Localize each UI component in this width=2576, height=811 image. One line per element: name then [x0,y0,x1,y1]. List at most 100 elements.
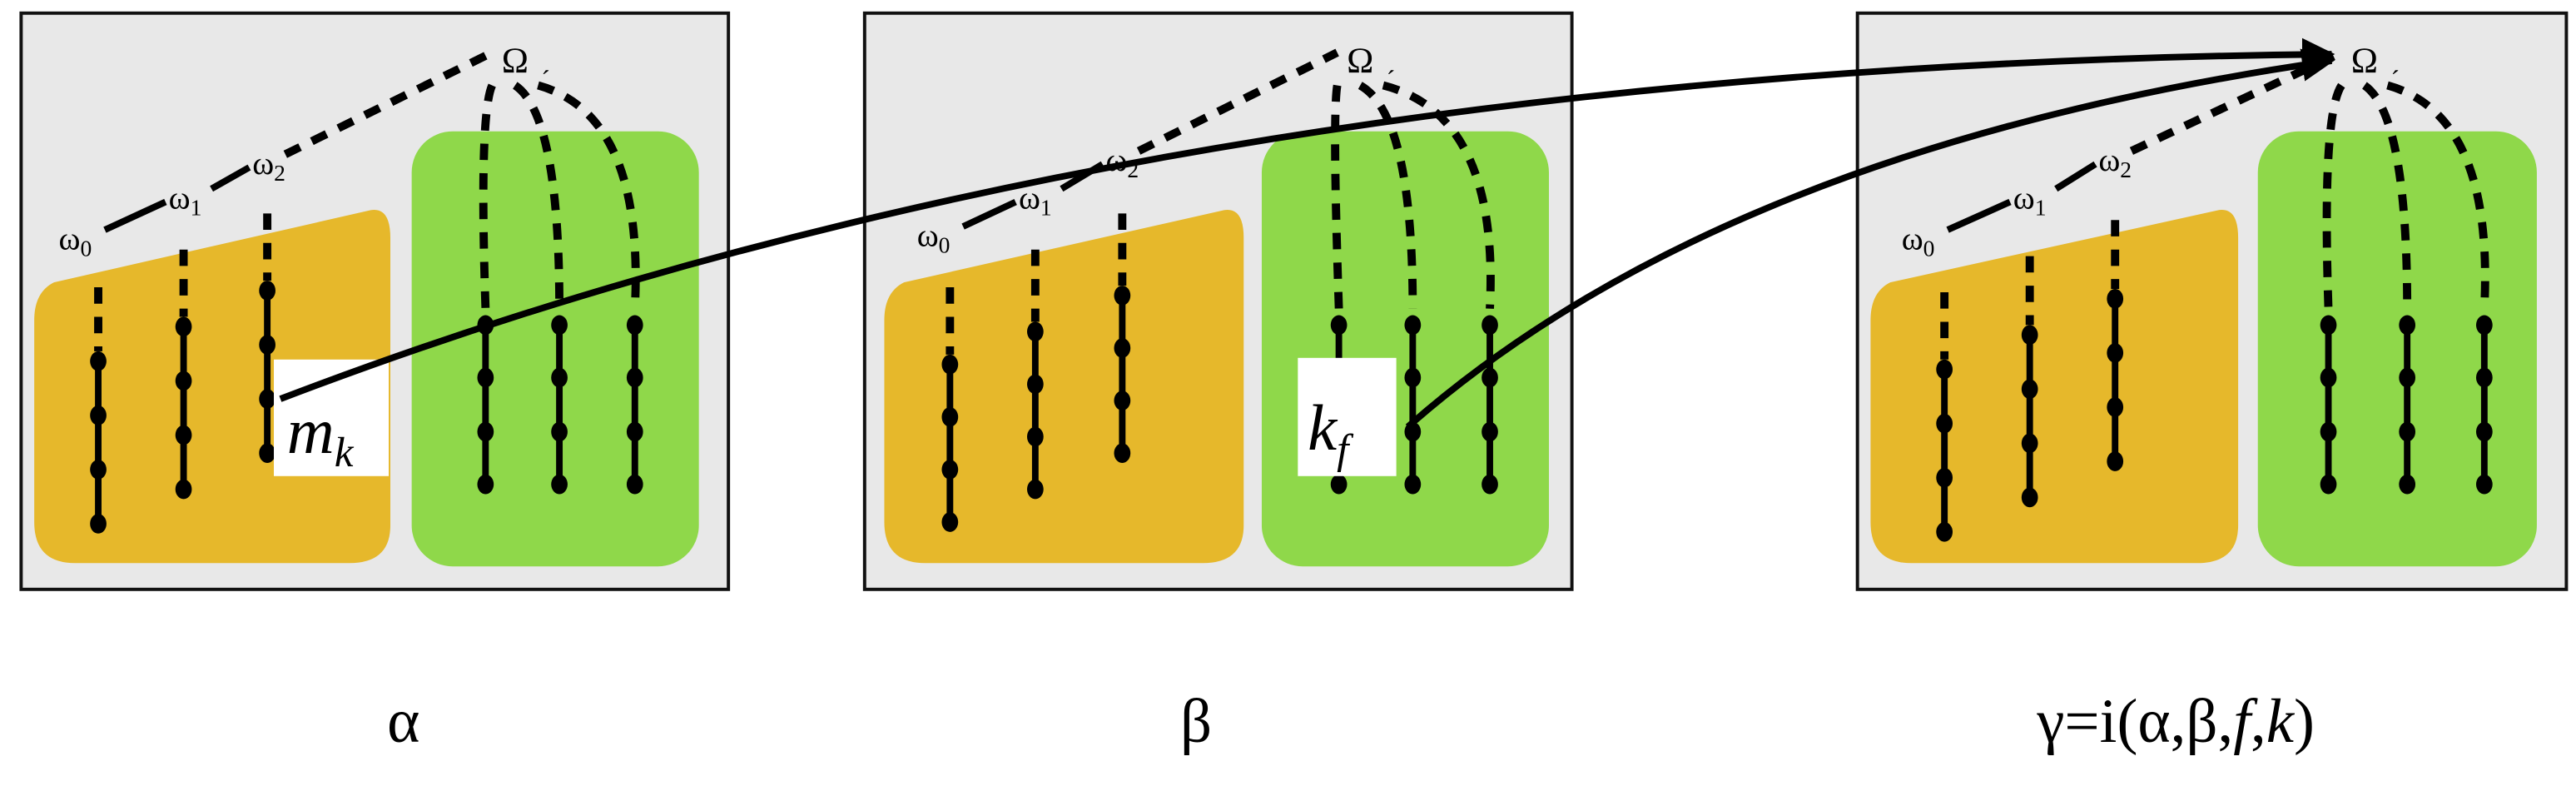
chain-node [1404,474,1422,495]
node-subscript-w1: 1 [191,194,202,220]
chain-node [259,281,275,301]
dashed-link-omega-green [2386,81,2489,309]
chain-node [1482,315,1498,336]
dashed-link-w2-omega [283,48,494,158]
dashed-link-omega-green [512,82,564,309]
caption-beta: β [1180,687,1212,756]
chain-node [2399,474,2416,495]
chain-node [2475,315,2493,336]
omega-prime-mark: ´ [1387,65,1396,94]
chain-node [2107,343,2124,363]
dashed-link-omega-green [537,81,640,309]
orange-module-region [884,209,1244,564]
chain-node [1114,391,1131,410]
chain-node [90,460,107,480]
chain-node [941,406,959,427]
chain-node [1482,367,1498,388]
chain-node [2399,367,2416,388]
node-subscript-w0: 0 [939,232,950,258]
chain-node [1936,467,1953,488]
chain-node [2320,421,2337,442]
chain-node [2021,433,2038,454]
chain-node [259,335,275,355]
node-label-w2: ω2 [252,145,285,186]
caption-gamma-comma: , [2251,687,2266,756]
node-subscript-w2: 2 [2120,157,2132,182]
chain-node [1027,374,1044,395]
chain-node [1404,315,1422,336]
chain-node [1330,474,1348,495]
arrow-mk-to-omega [279,37,2335,402]
chain-node [2320,367,2337,388]
chain-node [941,512,959,532]
chain-node [2320,474,2337,495]
chain-node [2399,315,2416,336]
chain-node [551,367,568,388]
chain-node [2021,487,2038,508]
link-w0-w1 [103,198,167,233]
chain-node [477,474,494,495]
caption-gamma: γ=i(α,β,f,k) [2036,687,2315,756]
chain-node [1404,367,1422,388]
chain-node [2021,379,2038,400]
chain-node [1936,413,1953,434]
link-w1-w2 [210,164,251,192]
dashed-link-omega-green [479,83,496,309]
dashed-link-omega-green [1357,82,1417,309]
svg-text:mk: mk [287,396,355,476]
node-subscript-w2: 2 [274,160,285,186]
node-subscript-w1: 1 [2035,194,2047,220]
chain-node [1482,421,1498,442]
dashed-link-omega-green [1382,81,1495,309]
mk-sub: k [335,429,355,476]
chain-node [175,316,192,337]
chain-node [1330,315,1348,336]
chain-node [1114,443,1131,464]
chain-node [2475,367,2493,388]
link-w0-w1 [961,198,1017,230]
chain-node [551,315,568,336]
chain-node [626,421,643,442]
chain-node [175,371,192,391]
chain-node [1027,426,1044,447]
link-w0-w1 [1946,198,2012,233]
dashed-link-w2-omega [1136,48,1339,155]
chain-node [1027,479,1044,500]
chain-node [1482,474,1498,495]
chain-node [1114,286,1131,306]
mk-main: m [287,396,335,468]
chain-node [2107,289,2124,309]
chain-node [626,367,643,388]
kf-main: k [1308,392,1338,465]
chain-node [1027,321,1044,342]
chain-node [1936,359,1953,380]
green-module-region [2257,131,2537,567]
chain-node [2320,315,2337,336]
node-subscript-w1: 1 [1040,194,1052,220]
chain-node [1936,521,1953,542]
chain-node [2021,325,2038,346]
chain-node [477,367,494,388]
chain-node [626,474,643,495]
omega-prime-mark: ´ [541,65,550,94]
caption-gamma-close: ) [2294,687,2315,756]
chain-node [2399,421,2416,442]
chain-node [551,474,568,495]
chain-node [626,315,643,336]
caption-gamma-prefix: γ=i(α,β, [2036,687,2233,756]
chain-node [259,389,275,409]
chain-node [551,421,568,442]
chain-node [2475,421,2493,442]
chain-node [1114,338,1131,358]
omega-prime-mark: ´ [2390,65,2400,94]
orange-module-region [1870,209,2239,564]
omega-node-label: Ω [1347,41,1373,81]
omega-node-label: Ω [2351,41,2378,81]
chain-node [90,406,107,425]
chain-node [175,425,192,445]
dashed-link-omega-green [1331,84,1343,309]
chain-node [941,460,959,480]
